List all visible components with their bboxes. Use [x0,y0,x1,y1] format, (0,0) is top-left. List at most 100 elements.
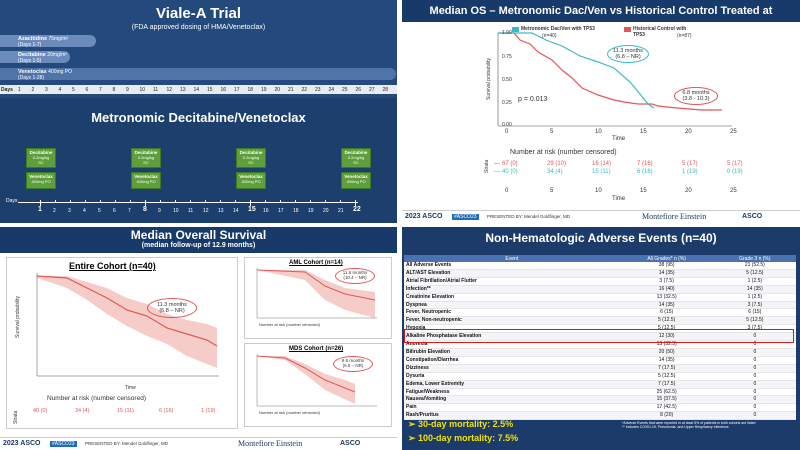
ae-value-cell: 21 (52.5) [713,262,796,270]
aml-cohort-card: AML Cohort (n=14) 11.6 months (10.4 – NR)… [244,257,392,339]
timeline-day-3: 3 [68,208,71,214]
viale-title: Viale-A Trial [155,5,242,22]
entire-risk-cell: 40 (0) [33,408,48,414]
mds-risk-title: Number at risk (number censored) [259,410,320,415]
ae-value-cell: 0 [713,348,796,357]
ae-value-cell: 0 [713,411,796,421]
timeline-tick-9 [160,200,161,203]
entire-km-plot [36,273,219,377]
presenter-text: PRESENTED BY: Mendel Goldfinger, MD [85,441,169,446]
aml-title: AML Cohort (n=14) [289,260,343,266]
ae-title: Non-Hematologic Adverse Events (n=40) [485,231,717,245]
venetoclax-box-2: Venetoclax 400mg PO [131,172,161,189]
timeline-day-13: 13 [218,208,224,214]
azacitidine-label: Azacitidine 75mg/m² (Days 1-7) [18,36,69,48]
ae-value-cell: 0 [713,356,796,365]
risk-cell: 5 (17) [727,161,743,167]
ae-value-cell: 0 [713,395,796,405]
decitabine-box-3: Decitabine 0.2mg/kg SC [236,148,266,168]
legend-dacven-label: Metronomic Dac/Ven with TP53 [521,26,595,32]
ae-value-cell: 5 (12.5) [713,269,796,278]
ae-row: Rash/Pruritus 8 (20) 0 [404,411,796,421]
ae-event-cell: Fatigue/Weakness [404,388,620,397]
timeline-tick-10 [175,200,176,203]
mds-curve [256,355,356,393]
ae-value-cell: 14 (35) [619,356,714,365]
ae-row: Pain 17 (42.5) 0 [404,403,796,413]
ae-value-cell: 0 [713,380,796,389]
ae-row: Fever, Neutropenic 6 (15) 6 (15) [404,308,796,318]
strata-label: Strata [484,159,490,173]
mds-km-plot [256,354,377,407]
timeline-day-16: 16 [263,208,269,214]
viale-day-19: 19 [261,87,267,93]
ae-row: Dysuria 5 (12.5) 0 [404,372,796,381]
legend-dacven-n: (n=40) [542,33,557,39]
ae-row: Constipation/Diarrhea 14 (35) 0 [404,356,796,365]
risk-swatch-0: — [494,161,500,167]
ae-value-cell: 16 (40) [619,285,714,294]
ae-value-cell: 38 (95) [619,262,714,270]
timeline-tick-14 [235,200,236,203]
viale-day-15: 15 [207,87,213,93]
footnote-2: ** Includes COVID-19, Pneumonia, and Upp… [622,425,729,429]
risk-cell: 6 (16) [637,169,653,175]
risk-cell: 16 (14) [592,161,612,167]
ae-value-cell: 1 (2.5) [713,277,796,286]
ae-value-cell: 0 [713,364,796,373]
viale-day-27: 27 [369,87,375,93]
ae-value-cell: 6 (15) [713,308,796,318]
timeline-tick-2 [55,200,56,203]
q3-header: Median Overall Survival (median follow-u… [0,227,397,253]
ae-value-cell: 12 (30) [619,332,714,342]
viale-day-16: 16 [220,87,227,93]
viale-day-25: 25 [342,87,348,93]
ae-event-cell: Fever, Neutropenic [404,308,620,318]
ytick-075: 0.75 [502,54,512,60]
os-xlabel: Time [612,136,626,142]
timeline-day-14: 14 [233,208,239,214]
timeline-day-19: 19 [308,208,314,214]
risk-xtick-20: 20 [685,188,692,194]
entire-ylabel: Survival probability [15,296,21,338]
dacven-curve [498,32,655,109]
os-ylabel: Survival probability [486,58,492,100]
timeline-tick-12 [205,200,206,203]
timeline-day-18: 18 [293,208,299,214]
ae-footnotes: *Adverse Events that were reported in at… [622,421,797,429]
asco-logo-right: ASCO [340,440,361,447]
entire-risk-cell: 15 (11) [117,408,135,414]
viale-day-23: 23 [315,87,321,93]
ae-value-cell: 1 (2.5) [713,293,796,302]
ae-value-cell: 8 (20) [619,411,714,421]
viale-day-20: 20 [274,87,281,93]
ae-event-cell: Creatinine Elevation [404,293,620,302]
timeline-day-7: 7 [128,208,131,214]
risk-xtick-5: 5 [550,188,554,194]
os-legend: Metronomic Dac/Ven with TP53 (n=40) Hist… [512,25,692,41]
viale-day-28: 28 [382,87,389,93]
legend-historical-n: (n=87) [677,33,692,39]
ae-row: All Adverse Events 38 (95) 21 (52.5) [404,262,796,270]
os-xtick-0: 0 [505,129,509,135]
timeline-day-1: 1 [38,206,42,213]
ci-band [37,276,217,368]
ae-value-cell: 5 (12.5) [619,324,714,334]
ae-row: Dizziness 7 (17.5) 0 [404,364,796,373]
entire-xlabel: Time [125,385,136,391]
timeline-tick-18 [295,200,296,203]
timeline-tick-22 [355,200,356,206]
timeline-tick-3 [70,200,71,203]
ae-row: Dyspnea 14 (35) 3 (7.5) [404,301,796,310]
mds-cohort-card: MDS Cohort (n=26) 9.5 months (6.5 – NR) N… [244,343,392,427]
entire-cohort-card: Entire Cohort (n=40) Survival probabilit… [6,257,238,429]
decitabine-box-2: Decitabine 0.2mg/kg SC [131,148,161,168]
os-xtick-15: 15 [640,129,647,135]
timeline-day-20: 20 [323,208,329,214]
ae-value-cell: 0 [713,372,796,381]
timeline-tick-17 [280,200,281,203]
timeline-day-12: 12 [203,208,209,214]
adverse-events-panel: Non-Hematologic Adverse Events (n=40) Ev… [402,227,800,450]
ae-event-cell: Constipation/Diarrhea [404,356,620,365]
ae-value-cell: 5 (12.5) [619,372,714,381]
